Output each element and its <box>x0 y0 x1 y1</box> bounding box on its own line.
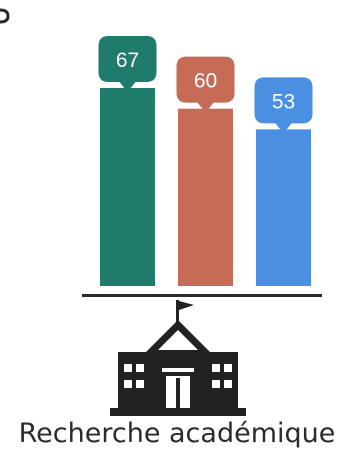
data-label-1: 60 <box>194 70 217 93</box>
value-bubble-1 <box>176 56 235 113</box>
partial-glyph <box>0 8 10 24</box>
value-bubble-0 <box>98 36 157 92</box>
bar-chart: 67 60 53 <box>98 36 313 286</box>
data-label-2: 53 <box>272 90 295 113</box>
category-label: Recherche académique <box>18 418 336 449</box>
school-building-icon <box>110 300 246 416</box>
bar-1 <box>178 108 233 286</box>
value-bubble-2 <box>254 77 313 134</box>
data-label-0: 67 <box>116 49 139 72</box>
bar-0 <box>100 88 155 286</box>
bar-2 <box>256 129 311 286</box>
x-axis-baseline <box>82 294 322 297</box>
